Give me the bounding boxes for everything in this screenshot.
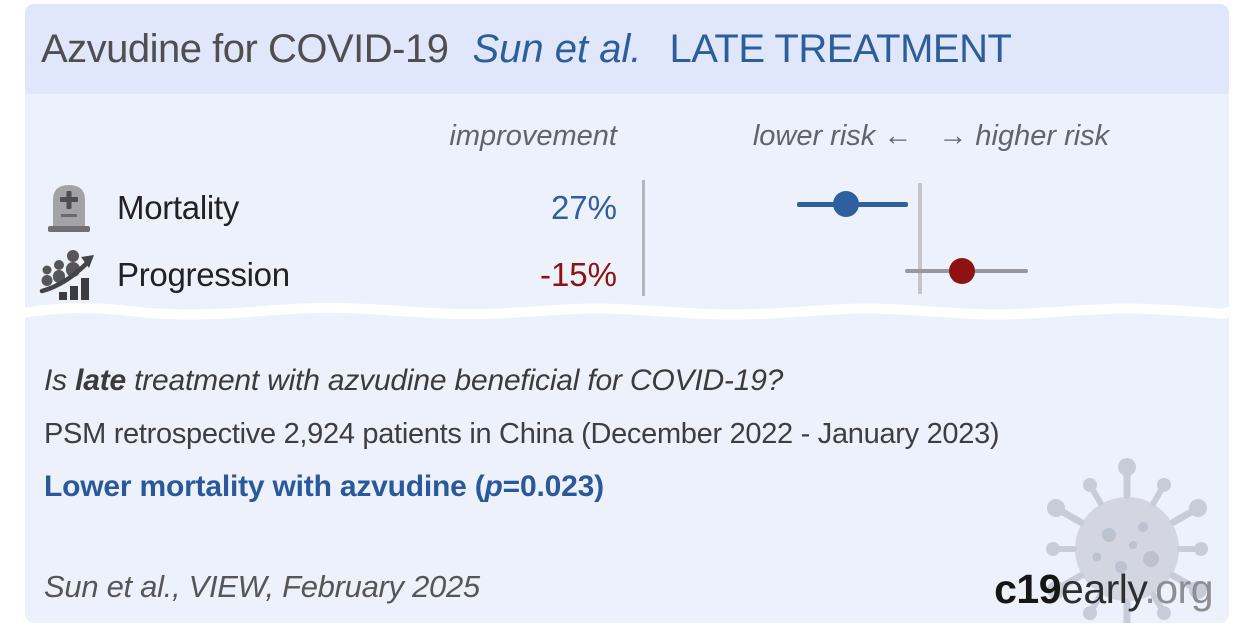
citation-text: Sun et al., VIEW, February 2025 <box>44 569 480 604</box>
lower-risk-label: lower risk ← <box>752 120 913 152</box>
question-stage-bold: late <box>75 364 126 397</box>
improvement-value-mortality: 27% <box>550 189 617 226</box>
study-question: Is late treatment with azvudine benefici… <box>44 364 783 398</box>
column-divider-line <box>642 180 645 296</box>
question-prefix: Is <box>44 364 76 397</box>
no-effect-reference-line <box>918 183 922 294</box>
question-suffix: treatment with azvudine beneficial for C… <box>125 364 784 397</box>
brand-org: .org <box>1144 566 1213 612</box>
brand-early: early <box>1061 566 1145 612</box>
progression-point-estimate <box>949 258 975 284</box>
key-finding-text: Lower mortality with azvudine (p=0.023) <box>44 470 604 504</box>
finding-prefix: Lower mortality with azvudine ( <box>44 470 485 503</box>
study-design-text: PSM retrospective 2,924 patients in Chin… <box>44 418 1000 450</box>
finding-p-symbol: p <box>484 470 503 503</box>
improvement-column-header: improvement <box>449 120 617 152</box>
coronavirus-watermark-icon <box>1046 458 1208 623</box>
higher-risk-label: → higher risk <box>938 120 1110 152</box>
brand-c19: c19 <box>994 566 1062 612</box>
finding-suffix: =0.023) <box>502 470 604 503</box>
outcome-label-mortality: Mortality <box>117 189 239 226</box>
outcome-label-progression: Progression <box>117 256 290 293</box>
study-summary-card: Azvudine for COVID-19 Sun et al. LATE TR… <box>25 4 1229 623</box>
tombstone-icon <box>48 185 90 232</box>
improvement-value-progression: -15% <box>539 256 617 293</box>
wave-divider <box>25 302 1229 320</box>
progression-icon <box>39 250 94 300</box>
page-title: Azvudine for COVID-19 <box>41 26 449 71</box>
site-brand: c19early.org <box>994 566 1213 613</box>
mortality-point-estimate <box>833 191 859 217</box>
treatment-stage-label: LATE TREATMENT <box>669 26 1012 71</box>
header-bar: Azvudine for COVID-19 Sun et al. LATE TR… <box>25 4 1229 94</box>
risk-axis-header: lower risk ← → higher risk <box>715 120 1147 153</box>
study-author: Sun et al. <box>472 26 642 71</box>
